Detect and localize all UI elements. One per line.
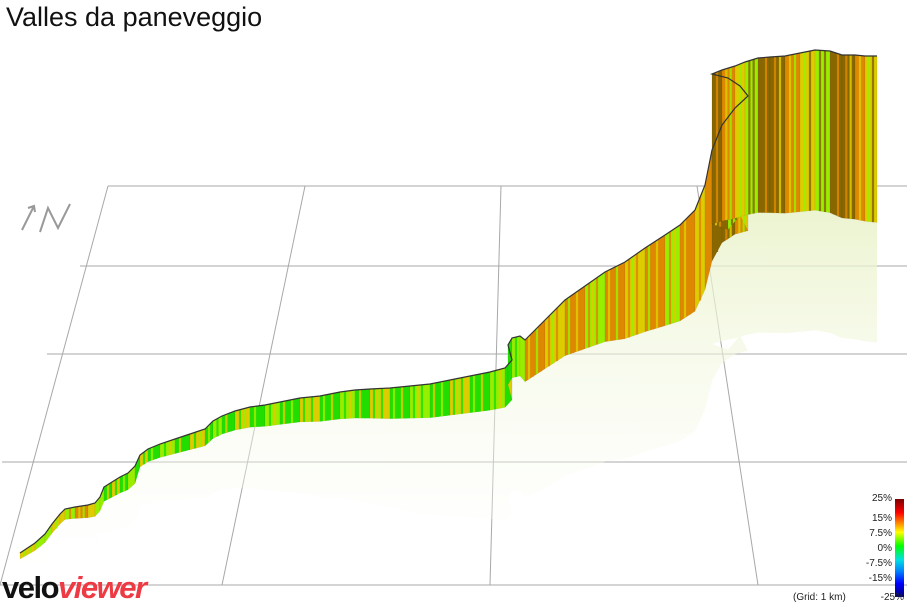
scale-label-minus-25: -25% — [880, 592, 904, 603]
north-arrow-icon — [21, 203, 71, 233]
scale-label-0: 0% — [877, 543, 892, 554]
scale-label-7-5: 7.5% — [869, 528, 892, 539]
veloviewer-logo: veloviewer — [2, 570, 147, 606]
scale-label-15: 15% — [871, 513, 892, 524]
scale-label-minus-15: -15% — [868, 573, 892, 584]
chart-title: Valles da paneveggio — [6, 2, 263, 32]
gradient-scale: 25% 15% 7.5% 0% -7.5% -15% -25% — [838, 492, 904, 603]
scale-label-minus-7-5: -7.5% — [865, 558, 892, 569]
scale-label-25: 25% — [871, 493, 892, 504]
grid-note: (Grid: 1 km) — [793, 592, 846, 603]
gradient-scale-bar — [895, 499, 904, 597]
profile-reflection — [20, 210, 877, 575]
profile-top-edge — [19, 49, 877, 554]
logo-part-velo: velo — [2, 570, 60, 605]
logo-part-viewer: viewer — [58, 570, 147, 605]
